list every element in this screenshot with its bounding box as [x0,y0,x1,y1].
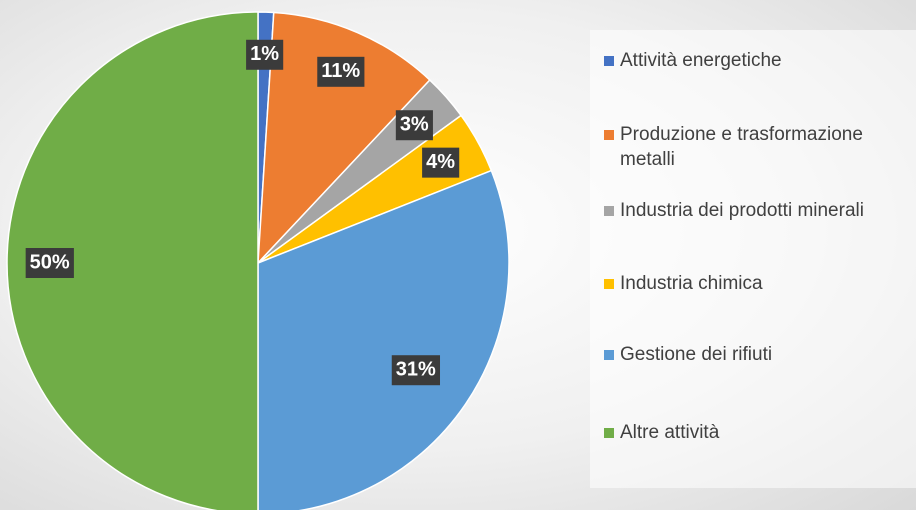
legend-label: Gestione dei rifiuti [620,344,773,365]
legend-swatch [604,428,614,438]
legend-swatch [604,56,614,66]
data-label-text: 50% [30,251,70,273]
data-label: 50% [25,248,74,278]
legend-item: Industria chimica [604,271,916,296]
data-label: 3% [395,110,433,141]
data-label: 11% [317,56,365,87]
pie-slice [257,169,510,510]
pie-slice [6,11,259,510]
data-label-text: 11% [321,60,360,82]
data-label-text: 4% [426,151,455,173]
legend-swatch [604,206,614,216]
data-label-box [395,110,433,141]
legend-label: Industria chimica [620,273,763,294]
data-label: 4% [422,147,460,178]
legend-swatch [604,130,614,140]
data-label-text: 1% [250,43,279,65]
chart: 1% 11% 3% 4% 31% 50% [6,11,510,510]
data-label-text: 31% [396,359,436,381]
data-label-box [391,355,441,386]
data-label-box [25,248,74,278]
legend-label: Altre attività [620,422,720,443]
legend-label: Produzione e trasformazione metalli [620,124,863,170]
pie-slice [257,11,431,266]
legend-item: Produzione e trasformazione metalli [604,122,916,172]
data-label-text: 3% [400,114,429,136]
legend-label: Attività energetiche [620,50,782,71]
legend-swatch [604,279,614,289]
data-label: 31% [391,355,441,386]
legend-item: Altre attività [604,420,916,445]
legend: Attività energetiche Produzione e trasfor… [590,30,916,488]
legend-item: Gestione dei rifiuti [604,342,916,367]
data-label-box [246,39,284,70]
legend-item: Attività energetiche [604,48,916,73]
legend-swatch [604,350,614,360]
data-label-box [317,56,365,87]
data-label: 1% [246,39,284,70]
legend-label: Industria dei prodotti minerali [620,200,864,221]
legend-item: Industria dei prodotti minerali [604,198,916,223]
data-label-box [422,147,460,178]
